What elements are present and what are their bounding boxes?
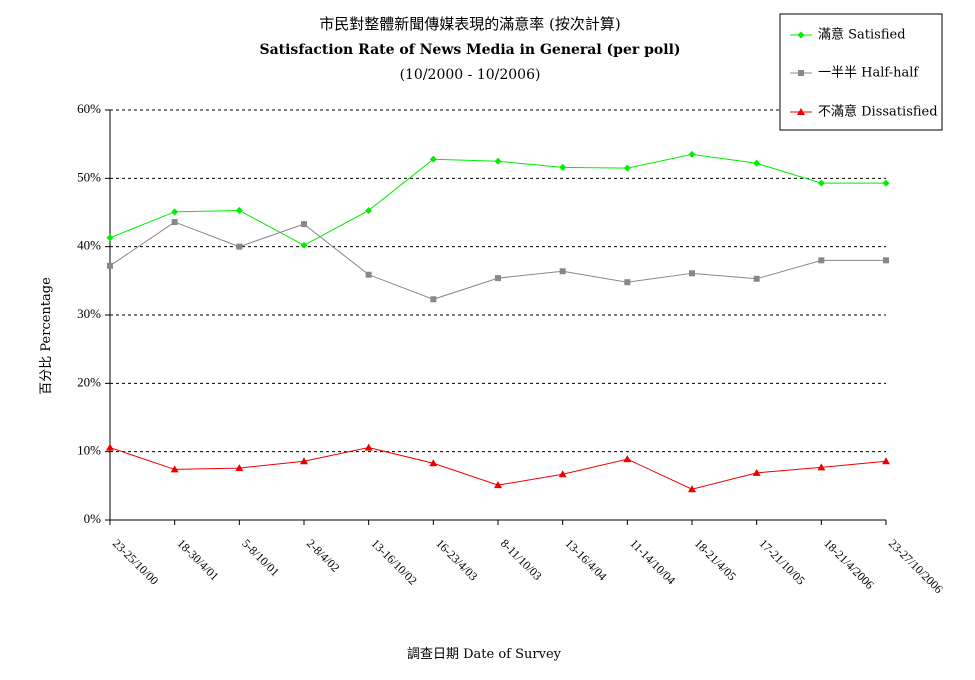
x-tick-label: 17-21/10/05 — [757, 536, 808, 587]
series-square — [107, 219, 889, 303]
data-point — [688, 150, 696, 158]
data-point — [494, 157, 502, 165]
legend-entry: 一半半 Half-half — [818, 66, 919, 81]
y-tick-label: 20% — [77, 374, 101, 389]
data-point — [817, 463, 826, 471]
data-point — [429, 459, 438, 467]
chart-subtitle: (10/2000 - 10/2006) — [400, 67, 541, 83]
y-tick-labels: 0% 10% 20% 30% 40% 50% 60% — [77, 101, 101, 526]
data-point — [235, 464, 244, 472]
data-point — [494, 481, 502, 489]
series-line — [109, 153, 886, 246]
data-point — [301, 221, 307, 228]
legend-swatch-marker — [798, 70, 804, 76]
y-tick-label: 0% — [84, 511, 102, 526]
data-point — [753, 275, 760, 282]
data-point — [623, 455, 632, 463]
legend-entry: 不滿意 Dissatisfied — [818, 104, 938, 120]
x-tick-labels: 23-25/10/00 18-30/4/01 5-8/10/01 2-8/4/02 13… — [110, 536, 946, 596]
chart-title: Satisfaction Rate of News Media in Gener… — [259, 42, 680, 58]
data-point — [365, 271, 372, 278]
data-point — [430, 296, 437, 303]
x-tick-label: 16-23/4/03 — [433, 536, 480, 583]
series-line — [109, 221, 886, 300]
x-tick-label: 18-21/4/2006 — [821, 536, 877, 592]
data-point — [236, 243, 243, 250]
x-tick-label: 5-8/10/01 — [239, 536, 282, 579]
data-point — [364, 443, 373, 451]
data-point — [170, 465, 179, 473]
data-point — [107, 262, 113, 269]
data-point — [235, 206, 243, 214]
data-point — [106, 234, 114, 242]
x-tick-label: 18-21/4/05 — [692, 536, 739, 583]
y-tick-label: 40% — [77, 238, 101, 253]
data-point — [559, 268, 566, 275]
x-tick-label: 11-14/10/04 — [627, 536, 678, 587]
data-point — [882, 457, 890, 465]
data-point — [817, 179, 825, 187]
data-point — [106, 443, 114, 451]
x-tick-label: 8-11/10/03 — [498, 536, 545, 583]
data-point — [429, 155, 437, 163]
data-point — [300, 241, 308, 249]
data-point — [753, 159, 761, 167]
data-point — [818, 257, 825, 264]
series-group — [106, 150, 890, 493]
data-point — [624, 279, 631, 286]
axes — [105, 109, 887, 525]
legend: 滿意 Satisfied 一半半 Half-half 不滿意 Dissatisfie… — [779, 13, 943, 131]
x-tick-label: 13-16/4/04 — [563, 536, 610, 583]
x-tick-label: 23-25/10/00 — [110, 536, 161, 587]
data-point — [365, 206, 373, 214]
series-triangle — [106, 443, 890, 493]
data-point — [689, 270, 695, 277]
data-point — [882, 179, 890, 187]
x-axis-label: 調查日期 Date of Survey — [407, 647, 562, 662]
series-diamond — [106, 150, 890, 249]
data-point — [883, 257, 889, 264]
legend-entry: 滿意 Satisfied — [818, 27, 906, 43]
data-point — [688, 485, 696, 493]
x-tick-label: 2-8/4/02 — [304, 536, 343, 575]
x-tick-label: 23-27/10/2006 — [886, 536, 946, 596]
data-point — [171, 219, 178, 226]
data-point — [495, 275, 501, 282]
y-axis-label: 百分比 Percentage — [39, 277, 54, 395]
data-point — [752, 468, 761, 476]
y-tick-label: 10% — [77, 443, 101, 458]
data-point — [558, 470, 567, 478]
data-point — [171, 208, 179, 216]
legend-swatch-marker — [797, 31, 805, 39]
data-point — [623, 164, 631, 172]
data-point — [559, 163, 567, 171]
data-point — [300, 457, 308, 465]
legend-box — [779, 13, 943, 131]
y-tick-label: 50% — [77, 169, 101, 184]
y-tick-label: 60% — [77, 101, 101, 116]
chart-title-zh: 市民對整體新聞傳媒表現的滿意率 (按次計算) — [319, 15, 620, 33]
x-tick-label: 18-30/4/01 — [175, 536, 222, 583]
y-tick-label: 30% — [77, 306, 101, 321]
x-tick-label: 13-16/10/02 — [369, 536, 420, 587]
legend-swatch-marker — [797, 108, 805, 115]
